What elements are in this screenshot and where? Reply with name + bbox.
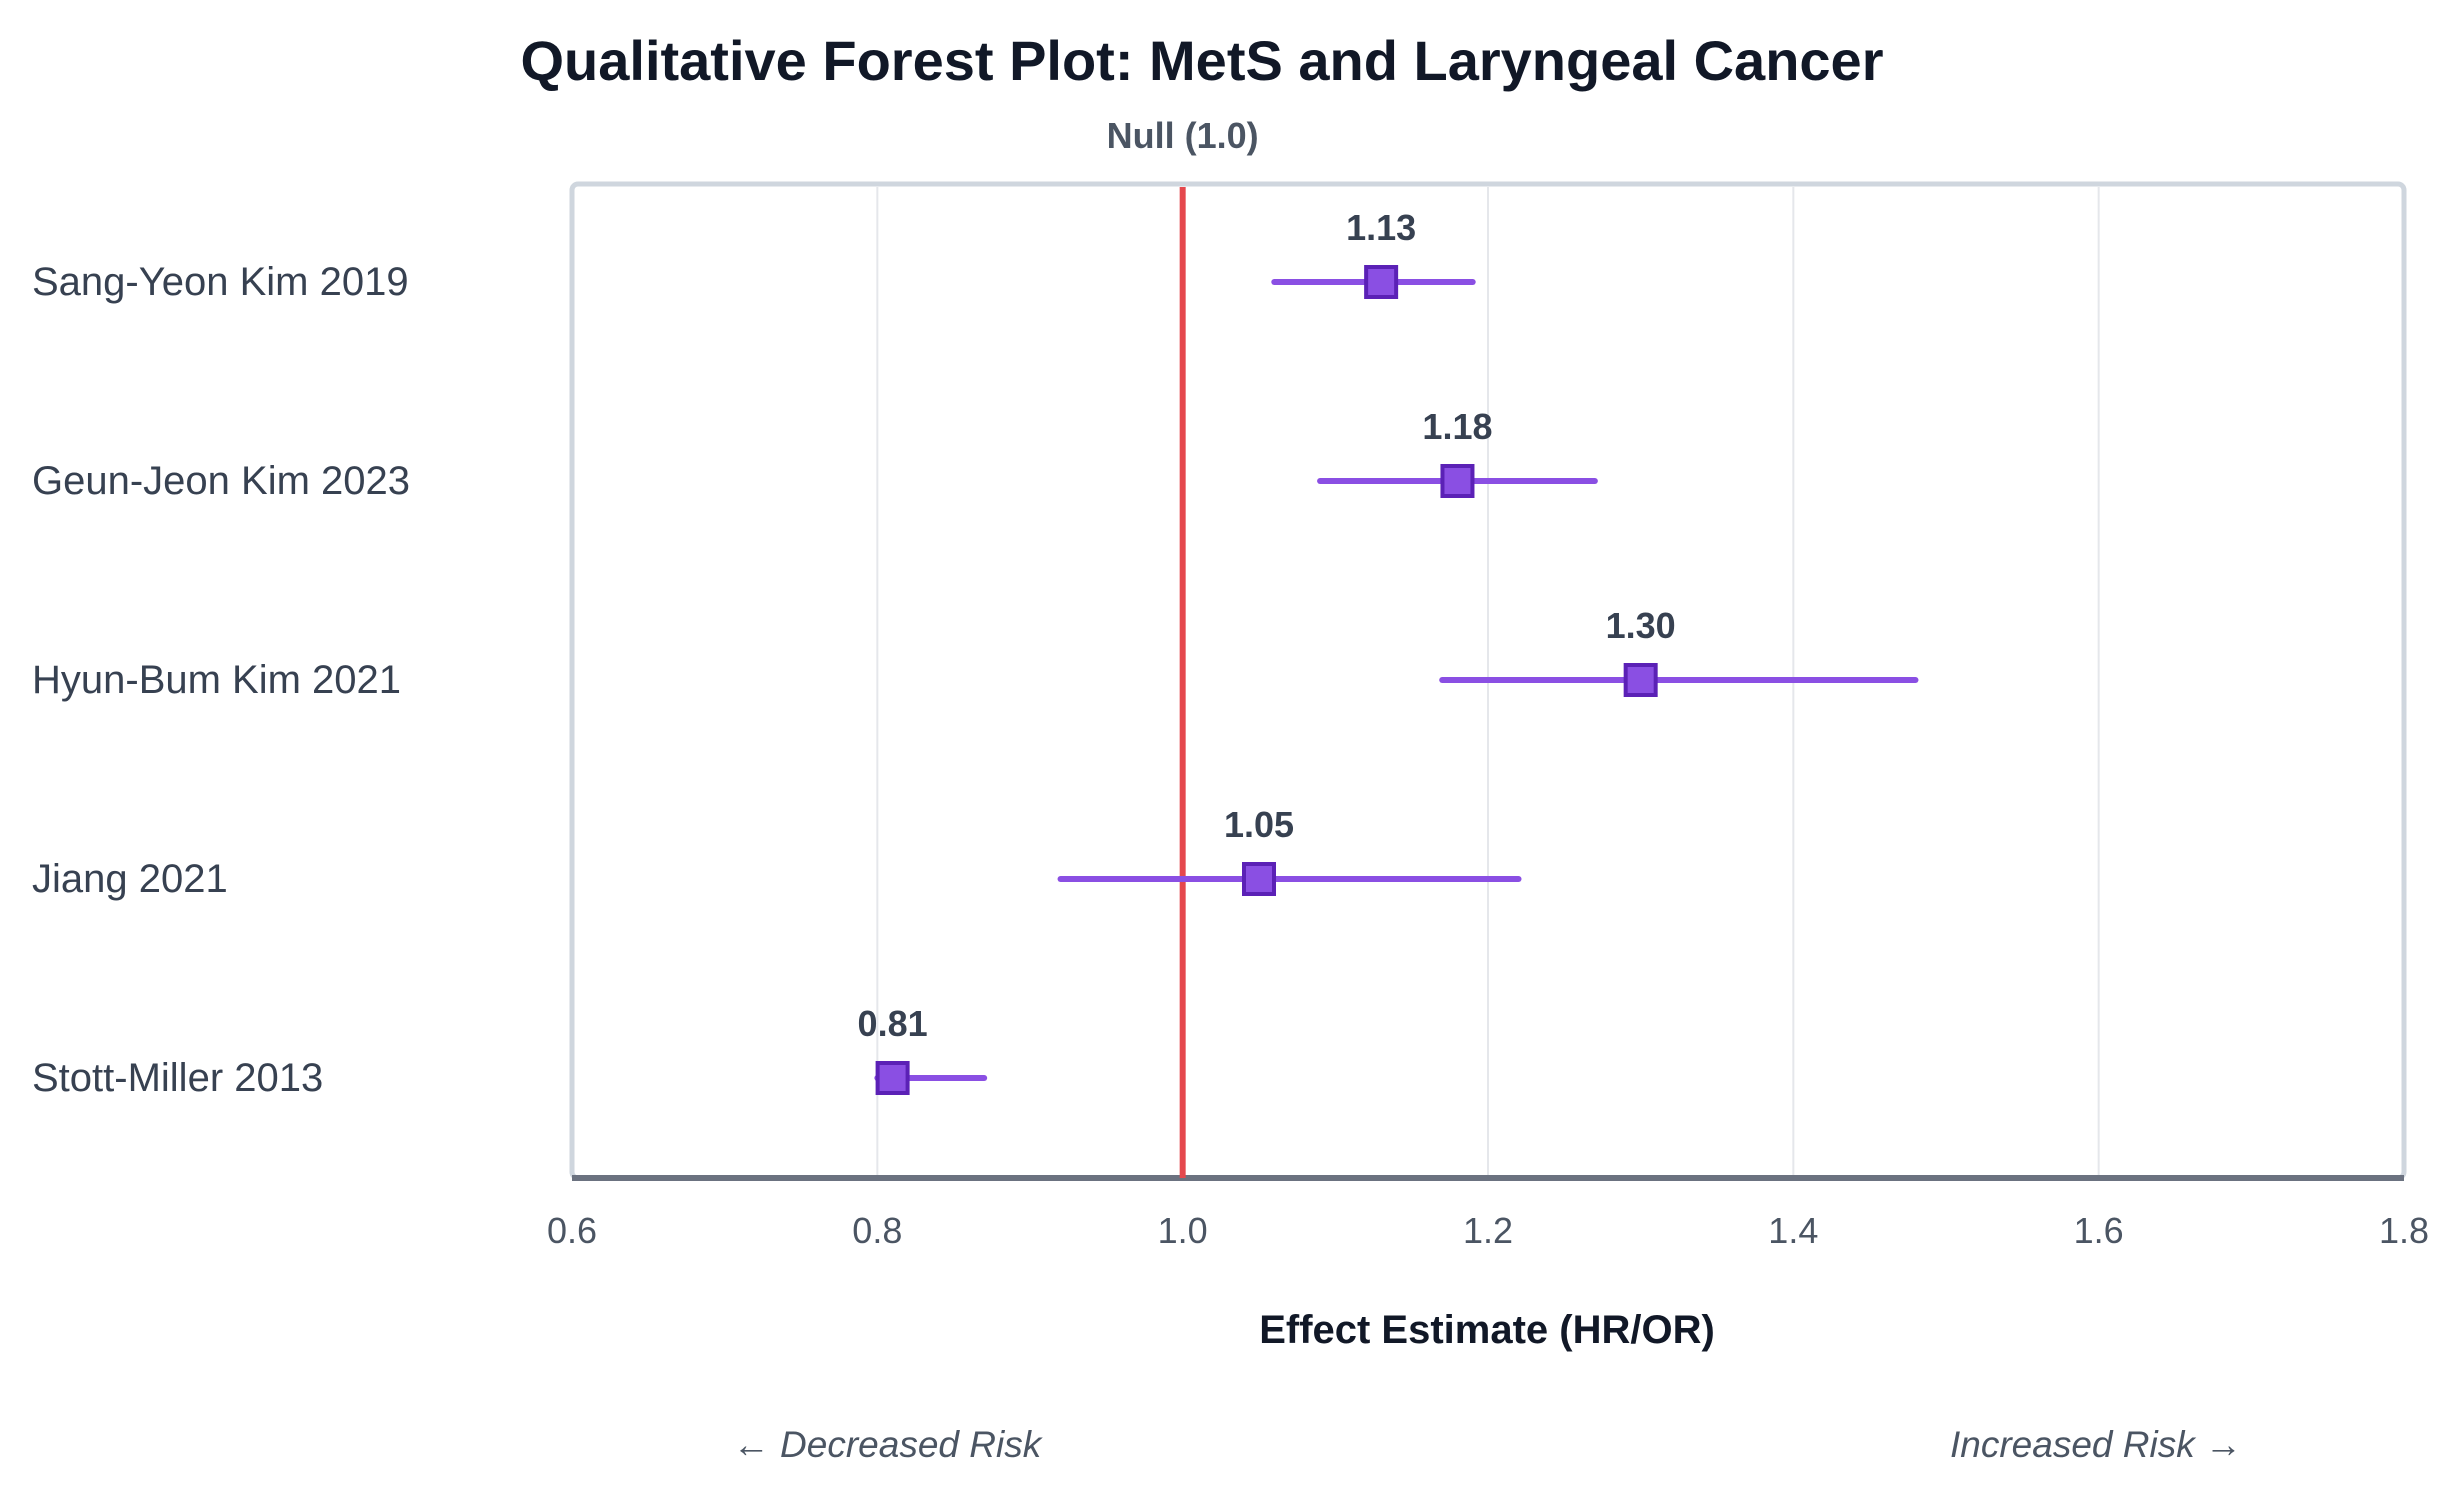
plot-area: 0.6 0.8 1.0 1.2 1.4 1.6 1.8 Sang-Yeon Kim 2019 1… — [32, 181, 2429, 1251]
estimate-value-label: 1.13 — [1346, 207, 1416, 248]
x-axis-title: Effect Estimate (HR/OR) — [1259, 1308, 1715, 1352]
x-tick-label: 1.8 — [2379, 1210, 2429, 1251]
x-tick-label: 0.6 — [547, 1210, 597, 1251]
point-estimate-marker — [1364, 265, 1399, 299]
increased-risk-annotation: Increased Risk → — [1950, 1424, 2242, 1465]
estimate-value-label: 1.05 — [1224, 804, 1294, 845]
estimate-value-label: 1.18 — [1422, 406, 1492, 447]
study-label: Geun-Jeon Kim 2023 — [32, 459, 410, 503]
x-tick-label: 1.0 — [1158, 1210, 1208, 1251]
point-estimate-marker — [1242, 862, 1276, 896]
point-estimate-marker — [1623, 663, 1658, 697]
decreased-risk-annotation: ← Decreased Risk — [733, 1424, 1044, 1465]
study-label: Stott-Miller 2013 — [32, 1056, 323, 1100]
null-line-label: Null (1.0) — [1107, 115, 1259, 156]
estimate-value-label: 0.81 — [858, 1003, 928, 1044]
estimate-value-label: 1.30 — [1606, 605, 1676, 646]
x-tick-label: 1.6 — [2074, 1210, 2124, 1251]
x-tick-label: 1.2 — [1463, 1210, 1513, 1251]
study-label: Hyun-Bum Kim 2021 — [32, 658, 401, 702]
x-tick-label: 1.4 — [1768, 1210, 1818, 1251]
point-estimate-marker — [875, 1061, 910, 1095]
study-label: Sang-Yeon Kim 2019 — [32, 260, 409, 304]
x-tick-label: 0.8 — [852, 1210, 902, 1251]
point-estimate-marker — [1440, 464, 1475, 498]
study-label: Jiang 2021 — [32, 857, 228, 901]
chart-title: Qualitative Forest Plot: MetS and Laryng… — [520, 29, 1883, 92]
